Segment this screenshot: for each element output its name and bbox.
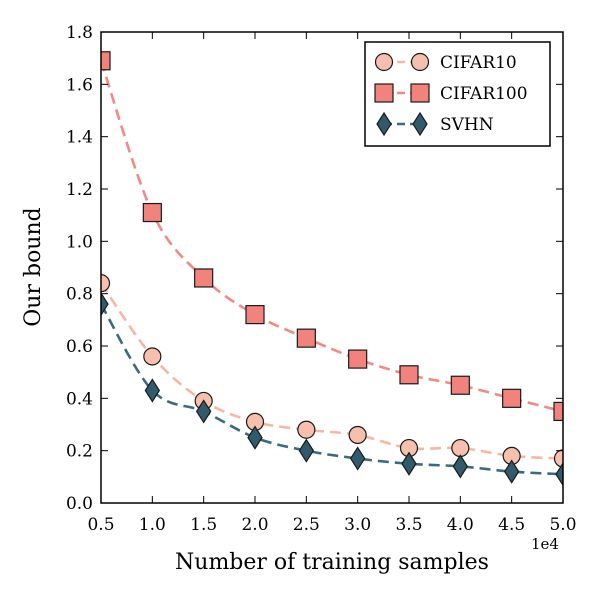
y-axis-title: Our bound [21,207,46,326]
svhn-data-point [401,451,417,476]
plot-frame [100,31,564,504]
svhn-data-point [101,292,109,317]
legend-marker-svhn [412,111,428,137]
cifar100-data-point [399,365,419,385]
cifar100-data-point [296,328,316,348]
y-tick-label: 1.6 [66,75,93,95]
x-tick-label: 2.5 [293,515,320,535]
y-tick-label: 0.4 [66,389,93,409]
legend: CIFAR10 CIFAR100 SVHN [364,41,551,147]
cifar10-data-point [297,420,316,439]
cifar10-data-point [553,449,563,468]
svhn-data-point [349,446,366,471]
svhn-series-line [101,303,563,476]
x-axis-exponent-label: 1e4 [531,535,559,553]
cifar100-data-point [348,349,368,369]
legend-marker-cifar100 [410,83,430,103]
y-tick-label: 0.2 [66,442,93,462]
y-tick-label: 1.4 [66,128,93,148]
cifar10-series-line [101,282,563,460]
x-axis-title: Number of training samples [175,550,489,575]
svhn-data-point [452,454,469,479]
y-tick-label: 0.8 [66,285,93,305]
legend-marker-cifar100 [374,83,394,103]
x-tick-label: 1.0 [139,515,166,535]
cifar100-data-point [245,305,265,325]
cifar10-data-point [451,438,470,458]
legend-box [364,41,551,147]
y-tick-label: 1.0 [66,232,93,252]
cifar10-data-point [101,274,111,293]
x-tick-label: 4.0 [447,515,474,535]
legend-marker-svhn [376,111,392,137]
cifar100-data-point [101,51,111,71]
x-tick-label: 4.5 [498,515,525,535]
cifar100-data-point [450,375,470,395]
legend-marker-cifar10 [410,52,430,72]
legend-marker-cifar10 [374,52,394,72]
cifar100-data-point [502,388,522,408]
ticks-layer: 0.5 1.0 1.5 2.0 2.5 3.0 3.5 4.0 4.5 5.0 0.0 0.2 0.4 0… [66,23,577,535]
svhn-data-point [195,399,212,424]
y-tick-label: 1.2 [66,180,93,200]
y-tick-label: 0.0 [66,494,93,514]
x-tick-label: 3.5 [395,515,422,535]
x-tick-label: 5.0 [549,515,576,535]
cifar10-data-point [143,347,162,366]
svhn-data-point [144,378,161,403]
cifar100-data-point [142,202,162,223]
x-tick-label: 2.0 [241,515,268,535]
svhn-data-point [503,459,520,484]
cifar100-data-point [194,268,214,288]
legend-label-svhn: SVHN [440,115,494,135]
x-tick-label: 3.0 [344,515,371,535]
svhn-data-point [555,462,563,487]
series-layer [101,51,563,487]
cifar10-data-point [348,425,367,445]
svhn-data-point [247,425,263,450]
legend-label-cifar10: CIFAR10 [440,53,517,73]
y-tick-label: 0.6 [66,337,93,357]
svhn-data-point [298,438,315,463]
legend-label-cifar100: CIFAR100 [440,84,528,104]
cifar100-data-point [553,401,563,422]
x-tick-label: 1.5 [190,515,217,535]
x-tick-label: 0.5 [87,515,114,535]
y-tick-label: 1.8 [66,23,93,43]
